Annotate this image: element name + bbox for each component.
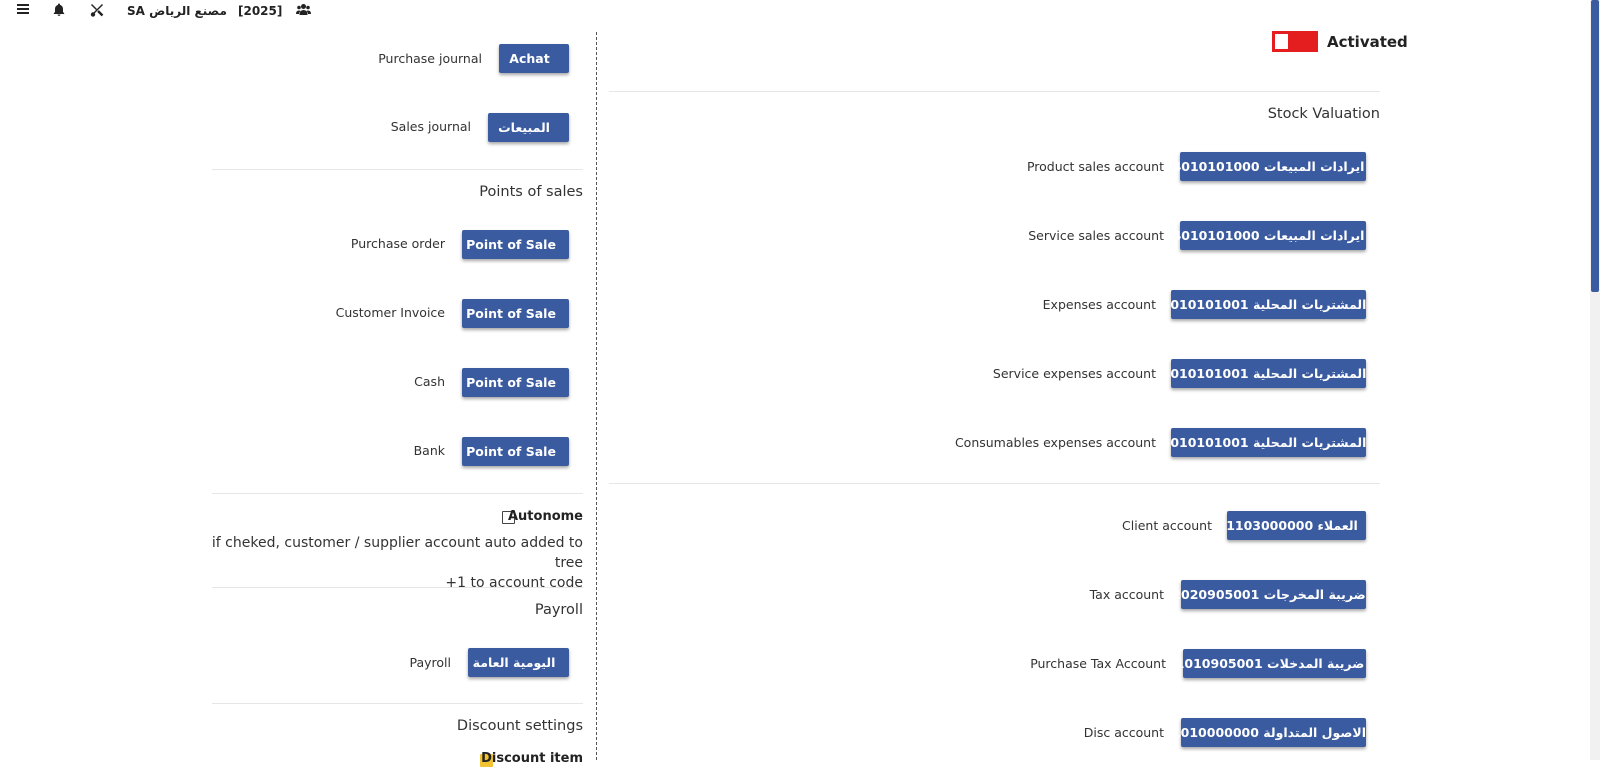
purchase-tax-account-value: ضريبة المدخلات 1010905001 bbox=[1175, 656, 1365, 671]
section-separator bbox=[609, 483, 1380, 484]
purchase-journal-button[interactable]: Achat bbox=[499, 44, 569, 73]
top-bar: SA مصنع الرياض [2025] bbox=[0, 0, 1600, 24]
autonome-label: Autonome bbox=[507, 509, 583, 524]
purchase-journal-label: Purchase journal bbox=[378, 51, 482, 66]
product-sales-account-value: ايرادات المبيعات 4010101000 bbox=[1172, 159, 1365, 174]
service-sales-account-button[interactable]: ايرادات المبيعات 4010101000 bbox=[1173, 221, 1366, 250]
menu-icon[interactable] bbox=[17, 3, 29, 18]
autonome-description: if cheked, customer / supplier account a… bbox=[203, 533, 583, 593]
expenses-account-label: Expenses account bbox=[1042, 297, 1156, 312]
section-separator bbox=[212, 169, 583, 170]
bank-pos-value: Point of Sale bbox=[466, 444, 556, 459]
bell-icon[interactable] bbox=[53, 3, 65, 19]
consumables-expenses-account-value: المشتريات المحلية 5010101001 bbox=[1161, 435, 1367, 450]
purchase-order-pos-value: Point of Sale bbox=[466, 237, 556, 252]
tax-account-button[interactable]: ضريبة المخرجات 2020905001 bbox=[1172, 580, 1366, 609]
fiscal-year[interactable]: [2025] bbox=[238, 4, 283, 18]
product-sales-account-button[interactable]: ايرادات المبيعات 4010101000 bbox=[1173, 152, 1366, 181]
autonome-description-line2: +1 to account code bbox=[445, 575, 583, 591]
section-separator bbox=[212, 703, 583, 704]
discount-item-label: Discount item bbox=[481, 751, 583, 766]
customer-invoice-pos-button[interactable]: Point of Sale bbox=[462, 299, 569, 328]
service-expenses-account-value: المشتريات المحلية 5010101001 bbox=[1161, 366, 1367, 381]
disc-account-value: الاصول المتداولة 1010000000 bbox=[1171, 725, 1367, 740]
bank-label: Bank bbox=[413, 443, 445, 458]
users-icon[interactable] bbox=[296, 3, 311, 19]
client-account-label: Client account bbox=[1122, 518, 1212, 533]
cash-pos-button[interactable]: Point of Sale bbox=[462, 368, 569, 397]
company-name[interactable]: SA مصنع الرياض bbox=[127, 4, 227, 18]
customer-invoice-pos-value: Point of Sale bbox=[466, 306, 556, 321]
bank-pos-button[interactable]: Point of Sale bbox=[462, 437, 569, 466]
payroll-label: Payroll bbox=[409, 655, 452, 670]
activated-toggle[interactable] bbox=[1272, 31, 1318, 52]
consumables-expenses-account-button[interactable]: المشتريات المحلية 5010101001 bbox=[1162, 428, 1366, 457]
sales-journal-value: المبيعات bbox=[498, 120, 550, 135]
client-account-button[interactable]: العملاء 1103000000 bbox=[1226, 511, 1366, 540]
tax-account-value: ضريبة المخرجات 2020905001 bbox=[1172, 587, 1366, 602]
scrollbar-thumb[interactable] bbox=[1591, 0, 1599, 292]
service-expenses-account-button[interactable]: المشتريات المحلية 5010101001 bbox=[1162, 359, 1366, 388]
purchase-tax-account-button[interactable]: ضريبة المدخلات 1010905001 bbox=[1176, 649, 1366, 678]
points-of-sales-title: Points of sales bbox=[479, 184, 583, 200]
payroll-journal-button[interactable]: اليومية العامة bbox=[468, 648, 569, 677]
discount-settings-title: Discount settings bbox=[456, 718, 583, 734]
tax-account-label: Tax account bbox=[1089, 587, 1164, 602]
client-account-value: العملاء 1103000000 bbox=[1226, 518, 1358, 533]
payroll-journal-value: اليومية العامة bbox=[472, 655, 556, 670]
consumables-expenses-account-label: Consumables expenses account bbox=[954, 435, 1156, 450]
service-sales-account-value: ايرادات المبيعات 4010101000 bbox=[1172, 228, 1365, 243]
disc-account-button[interactable]: الاصول المتداولة 1010000000 bbox=[1172, 718, 1366, 747]
section-separator bbox=[212, 493, 583, 494]
column-divider bbox=[596, 32, 597, 760]
payroll-title: Payroll bbox=[534, 602, 583, 618]
service-sales-account-label: Service sales account bbox=[1028, 228, 1164, 243]
purchase-tax-account-label: Purchase Tax Account bbox=[1030, 656, 1166, 671]
section-separator bbox=[609, 91, 1380, 92]
autonome-checkbox[interactable] bbox=[502, 511, 515, 524]
section-separator bbox=[212, 587, 583, 588]
toggle-knob bbox=[1275, 34, 1288, 49]
expenses-account-button[interactable]: المشتريات المحلية 5010101001 bbox=[1162, 290, 1366, 319]
purchase-journal-value: Achat bbox=[509, 51, 550, 66]
autonome-description-line1: if cheked, customer / supplier account a… bbox=[211, 535, 583, 571]
purchase-order-label: Purchase order bbox=[350, 236, 445, 251]
sales-journal-label: Sales journal bbox=[390, 119, 471, 134]
customer-invoice-label: Customer Invoice bbox=[335, 305, 445, 320]
service-expenses-account-label: Service expenses account bbox=[992, 366, 1156, 381]
purchase-order-pos-button[interactable]: Point of Sale bbox=[462, 230, 569, 259]
disc-account-label: Disc account bbox=[1083, 725, 1164, 740]
product-sales-account-label: Product sales account bbox=[1026, 159, 1164, 174]
cash-pos-value: Point of Sale bbox=[466, 375, 556, 390]
expenses-account-value: المشتريات المحلية 5010101001 bbox=[1161, 297, 1367, 312]
stock-valuation-title: Stock Valuation bbox=[1267, 106, 1380, 122]
tools-icon[interactable] bbox=[90, 3, 104, 20]
sales-journal-button[interactable]: المبيعات bbox=[488, 113, 569, 142]
scrollbar-track[interactable] bbox=[1590, 0, 1600, 760]
activated-label: Activated bbox=[1327, 33, 1408, 51]
cash-label: Cash bbox=[414, 374, 445, 389]
